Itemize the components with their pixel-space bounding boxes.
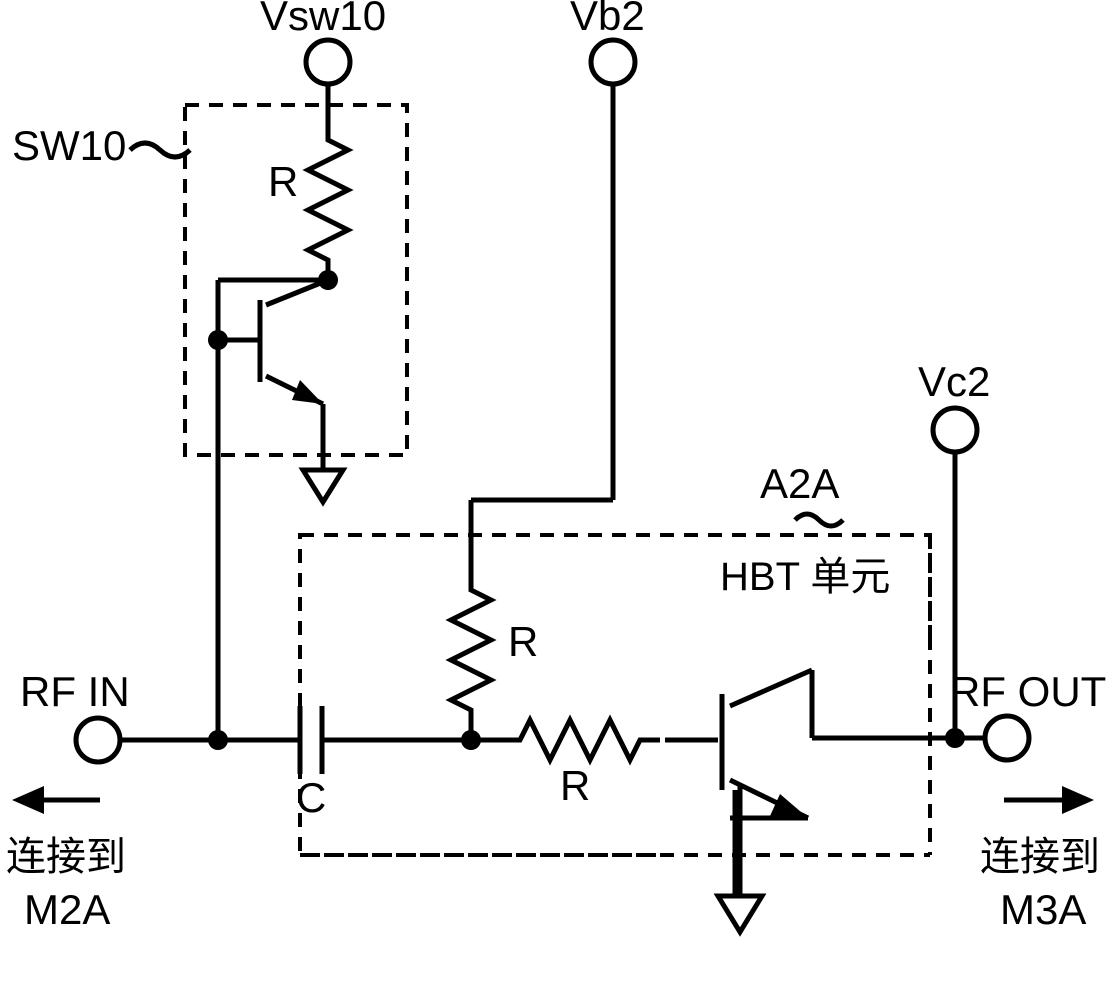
label-r-sw10: R [268, 158, 298, 205]
label-m3a-1: 连接到 [980, 835, 1100, 879]
node [945, 728, 965, 748]
terminal-vb2 [591, 40, 635, 84]
label-r-base: R [560, 762, 590, 809]
arrow-right-head [1062, 786, 1094, 814]
resistor-vb2 [451, 570, 491, 740]
resistor-base [500, 720, 665, 760]
label-hbt: HBT 单元 [720, 555, 890, 599]
label-rf-in: RF IN [20, 668, 130, 715]
label-m2a-2: M2A [24, 886, 110, 933]
terminal-vc2 [933, 408, 977, 452]
node [461, 730, 481, 750]
ground-sw10 [303, 470, 343, 502]
label-rf-out: RF OUT [950, 668, 1106, 715]
label-vc2: Vc2 [918, 358, 990, 405]
bjt-sw10-emitter-arrow [292, 380, 323, 404]
label-vsw10: Vsw10 [260, 0, 386, 39]
label-sw10: SW10 [12, 122, 126, 169]
label-m2a-1: 连接到 [6, 835, 126, 879]
node [318, 270, 338, 290]
label-c: C [296, 774, 326, 821]
terminal-rf-in [76, 718, 120, 762]
resistor-sw10 [308, 120, 348, 280]
label-m3a-2: M3A [1000, 886, 1086, 933]
label-vb2: Vb2 [570, 0, 645, 39]
terminal-rf-out [985, 716, 1029, 760]
wire [266, 280, 328, 305]
leader-sw10 [130, 143, 190, 157]
node [208, 330, 228, 350]
terminal-vsw10 [306, 40, 350, 84]
arrow-left-head [12, 786, 44, 814]
label-r-vb2: R [508, 618, 538, 665]
node [208, 730, 228, 750]
leader-a2a [795, 514, 843, 526]
label-a2a: A2A [760, 460, 839, 507]
